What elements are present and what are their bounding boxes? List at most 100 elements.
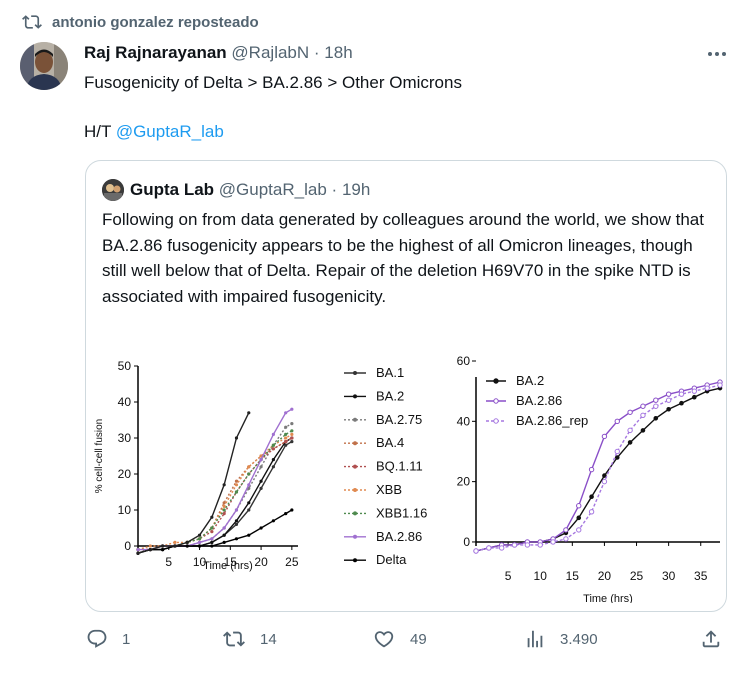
- left-series-line: [138, 437, 293, 551]
- tweet-time[interactable]: 18h: [324, 43, 353, 62]
- share-button[interactable]: [700, 628, 736, 650]
- quoted-tweet[interactable]: Gupta Lab @GuptaR_lab · 19h Following on…: [85, 160, 727, 612]
- left-data-point: [222, 512, 226, 516]
- left-data-point: [222, 501, 226, 505]
- left-data-point: [290, 422, 294, 426]
- left-data-point: [234, 537, 239, 541]
- right-data-point: [550, 539, 556, 545]
- retweet-button[interactable]: 14: [222, 628, 277, 650]
- heart-icon: [374, 631, 394, 648]
- tweet-text: Fusogenicity of Delta > BA.2.86 > Other …: [84, 73, 462, 92]
- left-legend-marker: [353, 441, 357, 446]
- quote-author-name[interactable]: Gupta Lab: [130, 180, 215, 199]
- right-data-point: [563, 527, 569, 533]
- right-data-point: [665, 391, 672, 397]
- quote-separator-dot: ·: [331, 180, 338, 199]
- right-data-point: [614, 455, 620, 460]
- right-data-point: [653, 403, 659, 409]
- right-data-point: [563, 536, 569, 542]
- left-data-point: [259, 458, 263, 462]
- left-series-line: [137, 509, 293, 554]
- left-y-tick-label: 10: [118, 503, 132, 517]
- retweet-icon: [223, 631, 245, 647]
- action-bar: 1 14 49 3.490: [0, 628, 754, 658]
- left-data-point: [247, 508, 251, 512]
- left-x-tick-label: 15: [224, 555, 238, 569]
- quote-time[interactable]: 19h: [341, 180, 371, 199]
- right-x-tick-label: 35: [694, 569, 708, 583]
- left-y-tick-label: 20: [118, 467, 132, 481]
- right-legend-label: BA.2: [516, 373, 544, 388]
- left-data-point: [284, 411, 288, 415]
- left-data-point: [290, 432, 294, 436]
- right-data-point: [614, 448, 620, 455]
- right-data-point: [601, 478, 608, 485]
- ht-prefix: H/T: [84, 122, 116, 141]
- right-data-point: [627, 427, 633, 434]
- left-y-axis-label: % cell-cell fusion: [94, 419, 105, 493]
- left-series-line: [138, 437, 293, 551]
- right-data-point: [486, 545, 492, 551]
- repost-indicator[interactable]: antonio gonzalez reposteado: [22, 14, 259, 31]
- left-data-point: [222, 526, 226, 530]
- right-data-point: [524, 542, 531, 548]
- right-series-line: [475, 384, 721, 552]
- left-legend-marker: [353, 488, 357, 492]
- author-name[interactable]: Raj Rajnarayanan: [84, 43, 227, 62]
- left-data-point: [284, 425, 288, 429]
- right-y-tick-label: 60: [457, 354, 471, 368]
- right-data-point: [588, 509, 595, 515]
- left-data-point: [185, 544, 189, 548]
- mention-link[interactable]: @GuptaR_lab: [115, 122, 224, 141]
- left-data-point: [247, 411, 251, 415]
- author-handle[interactable]: @RajlabN: [231, 43, 310, 62]
- right-data-point: [653, 397, 659, 403]
- left-data-point: [271, 432, 275, 436]
- left-data-point: [259, 479, 263, 483]
- like-button[interactable]: 49: [372, 628, 427, 650]
- left-legend-label: BA.4: [376, 435, 404, 450]
- left-legend-label: BA.2.75: [376, 412, 422, 427]
- left-x-tick-label: 20: [254, 555, 268, 569]
- like-count: 49: [410, 630, 427, 648]
- left-legend-label: XBB1.16: [376, 505, 427, 520]
- reply-button[interactable]: 1: [86, 628, 130, 650]
- right-legend-marker: [493, 378, 499, 384]
- left-data-point: [148, 544, 152, 548]
- quote-avatar-image: [102, 179, 124, 201]
- right-data-point: [588, 466, 595, 473]
- left-x-axis-label: Time (hrs): [203, 560, 253, 572]
- left-data-point: [210, 540, 214, 544]
- quote-avatar[interactable]: [102, 179, 124, 201]
- left-legend-label: XBB: [376, 482, 402, 497]
- left-data-point: [290, 429, 294, 433]
- quote-author-handle[interactable]: @GuptaR_lab: [218, 180, 327, 199]
- left-x-tick-label: 25: [285, 555, 299, 569]
- left-data-point: [210, 530, 214, 534]
- left-y-tick-label: 50: [118, 359, 132, 373]
- reply-count: 1: [122, 630, 131, 648]
- left-data-point: [210, 515, 214, 519]
- left-data-point: [173, 544, 177, 548]
- left-data-point: [185, 540, 189, 544]
- left-data-point: [259, 465, 263, 469]
- views-button[interactable]: 3.490: [524, 628, 598, 650]
- left-legend-label: BQ.1.11: [376, 459, 423, 474]
- right-data-point: [679, 400, 684, 406]
- left-data-point: [222, 508, 226, 512]
- right-legend-label: BA.2.86_rep: [516, 413, 588, 428]
- more-options-icon[interactable]: [706, 46, 728, 62]
- right-legend-marker: [493, 398, 499, 404]
- left-data-point: [173, 540, 177, 544]
- left-data-point: [222, 504, 226, 508]
- left-data-point: [222, 540, 226, 544]
- left-data-point: [210, 526, 214, 530]
- avatar[interactable]: [20, 42, 68, 90]
- left-series-line: [137, 412, 250, 554]
- right-series-line: [475, 387, 721, 552]
- left-data-point: [161, 544, 165, 548]
- right-data-point: [602, 473, 607, 478]
- right-data-point: [576, 527, 582, 533]
- left-data-point: [136, 548, 140, 552]
